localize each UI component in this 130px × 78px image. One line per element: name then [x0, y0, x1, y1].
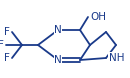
Text: N: N — [54, 25, 62, 35]
Text: N: N — [54, 55, 62, 65]
Text: OH: OH — [90, 12, 106, 22]
Text: NH: NH — [109, 53, 125, 63]
Text: F: F — [4, 27, 10, 37]
Text: F: F — [4, 53, 10, 63]
Text: F: F — [0, 40, 4, 50]
